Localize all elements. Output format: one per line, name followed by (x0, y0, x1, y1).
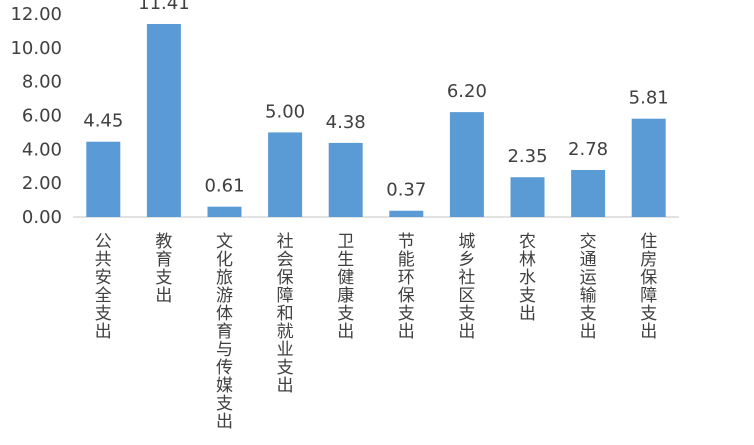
y-tick-label: 12.00 (10, 4, 62, 25)
category-label: 节能环保支出 (398, 232, 415, 342)
data-label: 6.20 (447, 81, 487, 102)
bar (146, 23, 181, 217)
data-label: 0.37 (386, 180, 426, 201)
y-axis-ticks: 0.00 2.00 4.00 6.00 8.00 10.00 12.00 (10, 4, 62, 228)
data-label: 5.00 (265, 101, 305, 122)
data-labels: 4.45 11.41 0.61 5.00 4.38 0.37 6.20 2.35 2.78 5.8… (83, 0, 668, 201)
data-label: 2.78 (568, 139, 608, 160)
y-tick-label: 10.00 (10, 38, 62, 59)
bar (389, 210, 424, 217)
category-label: 社会保障和就业支出 (277, 232, 294, 396)
bar (510, 177, 545, 217)
bar (207, 206, 242, 217)
bar (268, 132, 303, 217)
data-label: 5.81 (629, 88, 669, 109)
category-label: 农林水支出 (519, 232, 536, 324)
bar (86, 141, 121, 217)
bar (571, 169, 606, 217)
category-label: 住房保障支出 (640, 232, 657, 342)
y-tick-label: 6.00 (22, 106, 62, 127)
category-labels: 公共安全支出 教育支出 文化旅游体育与传媒支出 社会保障和就业支出 卫生健康支出 节能环保… (95, 232, 657, 432)
data-label: 4.38 (326, 112, 366, 133)
y-tick-label: 2.00 (22, 173, 62, 194)
y-tick-label: 4.00 (22, 139, 62, 160)
category-label: 文化旅游体育与传媒支出 (216, 232, 233, 432)
bar (449, 112, 484, 217)
y-tick-label: 8.00 (22, 72, 62, 93)
category-label: 城乡社区支出 (458, 232, 475, 342)
bar (328, 142, 363, 217)
data-label: 0.61 (204, 176, 244, 197)
bar (631, 118, 666, 217)
data-label: 2.35 (507, 146, 547, 167)
category-label: 交通运输支出 (580, 232, 597, 342)
bars (86, 23, 666, 217)
category-label: 教育支出 (155, 232, 172, 306)
data-label: 4.45 (83, 111, 123, 132)
data-label: 11.41 (138, 0, 190, 14)
y-tick-label: 0.00 (22, 207, 62, 228)
category-label: 卫生健康支出 (337, 232, 354, 342)
category-label: 公共安全支出 (95, 232, 112, 342)
